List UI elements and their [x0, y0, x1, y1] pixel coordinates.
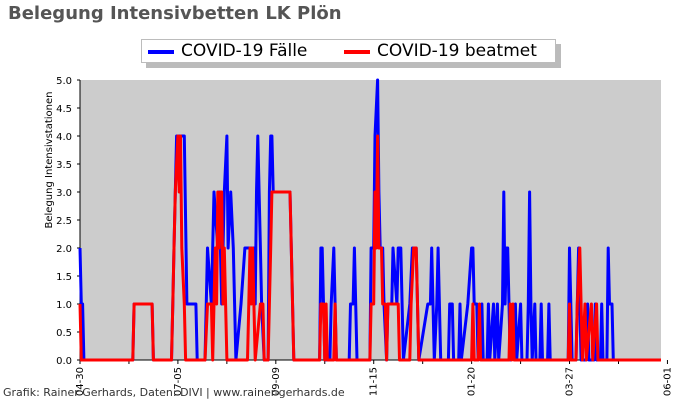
x-tick-label: 07-05 [173, 367, 184, 396]
legend-label-beatmet: COVID-19 beatmet [377, 41, 537, 61]
y-tick-label: 1.5 [56, 272, 72, 283]
x-tick-label: 04-30 [75, 367, 86, 396]
chart-legend: COVID-19 Fälle COVID-19 beatmet [141, 39, 556, 63]
y-axis: 0.0 0.5 1.0 1.5 2.0 2.5 3.0 3.5 4.0 4.5 5.0 [56, 76, 81, 367]
x-tick-label: 11-15 [369, 367, 380, 396]
x-tick-label: 01-20 [467, 367, 478, 396]
y-tick-label: 3.0 [56, 188, 72, 199]
series-layer [78, 78, 661, 362]
y-axis-label: Belegung Intensivstationen [44, 91, 55, 228]
y-tick-label: 1.0 [56, 300, 72, 311]
y-tick-label: 0.5 [56, 328, 72, 339]
x-tick-label: 03-27 [565, 367, 576, 396]
legend-swatch-faelle [148, 50, 174, 54]
y-tick-label: 2.5 [56, 216, 72, 227]
y-tick-label: 2.0 [56, 244, 72, 255]
legend-label-faelle: COVID-19 Fälle [181, 41, 308, 61]
y-tick-label: 3.5 [56, 160, 72, 171]
y-tick-label: 4.0 [56, 132, 72, 143]
chart-title: Belegung Intensivbetten LK Plön [8, 3, 342, 24]
legend-swatch-beatmet [344, 50, 370, 54]
y-tick-label: 5.0 [56, 76, 72, 87]
series-line-beatmet [78, 134, 661, 362]
y-tick-label: 4.5 [56, 104, 72, 115]
x-tick-label: 09-09 [271, 367, 282, 396]
source-credit: Grafik: Rainer Gerhards, Daten: DIVI | w… [3, 386, 345, 399]
y-tick-label: 0.0 [56, 356, 72, 367]
x-tick-label: 06-01 [662, 367, 673, 396]
